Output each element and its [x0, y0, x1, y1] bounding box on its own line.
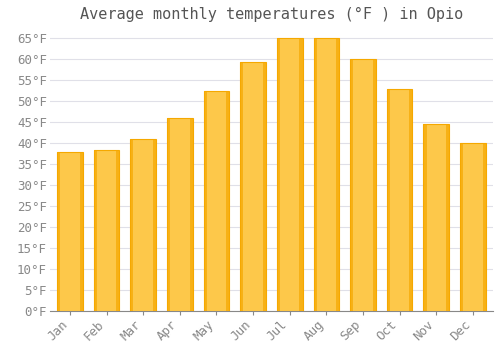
Bar	[94, 149, 97, 311]
Bar	[204, 91, 230, 311]
Bar	[446, 124, 449, 311]
Bar	[300, 38, 302, 311]
Bar	[350, 60, 376, 311]
Bar	[336, 38, 339, 311]
Bar	[190, 118, 192, 311]
Bar	[153, 139, 156, 311]
Bar	[130, 139, 134, 311]
Bar	[387, 89, 412, 311]
Bar	[460, 143, 463, 311]
Bar	[410, 89, 412, 311]
Bar	[240, 62, 266, 311]
Bar	[57, 152, 82, 311]
Bar	[80, 152, 82, 311]
Bar	[57, 152, 60, 311]
Bar	[167, 118, 170, 311]
Bar	[314, 38, 316, 311]
Bar	[460, 143, 485, 311]
Bar	[387, 89, 390, 311]
Bar	[94, 149, 120, 311]
Title: Average monthly temperatures (°F ) in Opio: Average monthly temperatures (°F ) in Op…	[80, 7, 463, 22]
Bar	[204, 91, 206, 311]
Bar	[277, 38, 280, 311]
Bar	[263, 62, 266, 311]
Bar	[350, 60, 353, 311]
Bar	[116, 149, 119, 311]
Bar	[226, 91, 230, 311]
Bar	[482, 143, 486, 311]
Bar	[424, 124, 449, 311]
Bar	[372, 60, 376, 311]
Bar	[314, 38, 339, 311]
Bar	[130, 139, 156, 311]
Bar	[167, 118, 192, 311]
Bar	[277, 38, 302, 311]
Bar	[424, 124, 426, 311]
Bar	[240, 62, 244, 311]
